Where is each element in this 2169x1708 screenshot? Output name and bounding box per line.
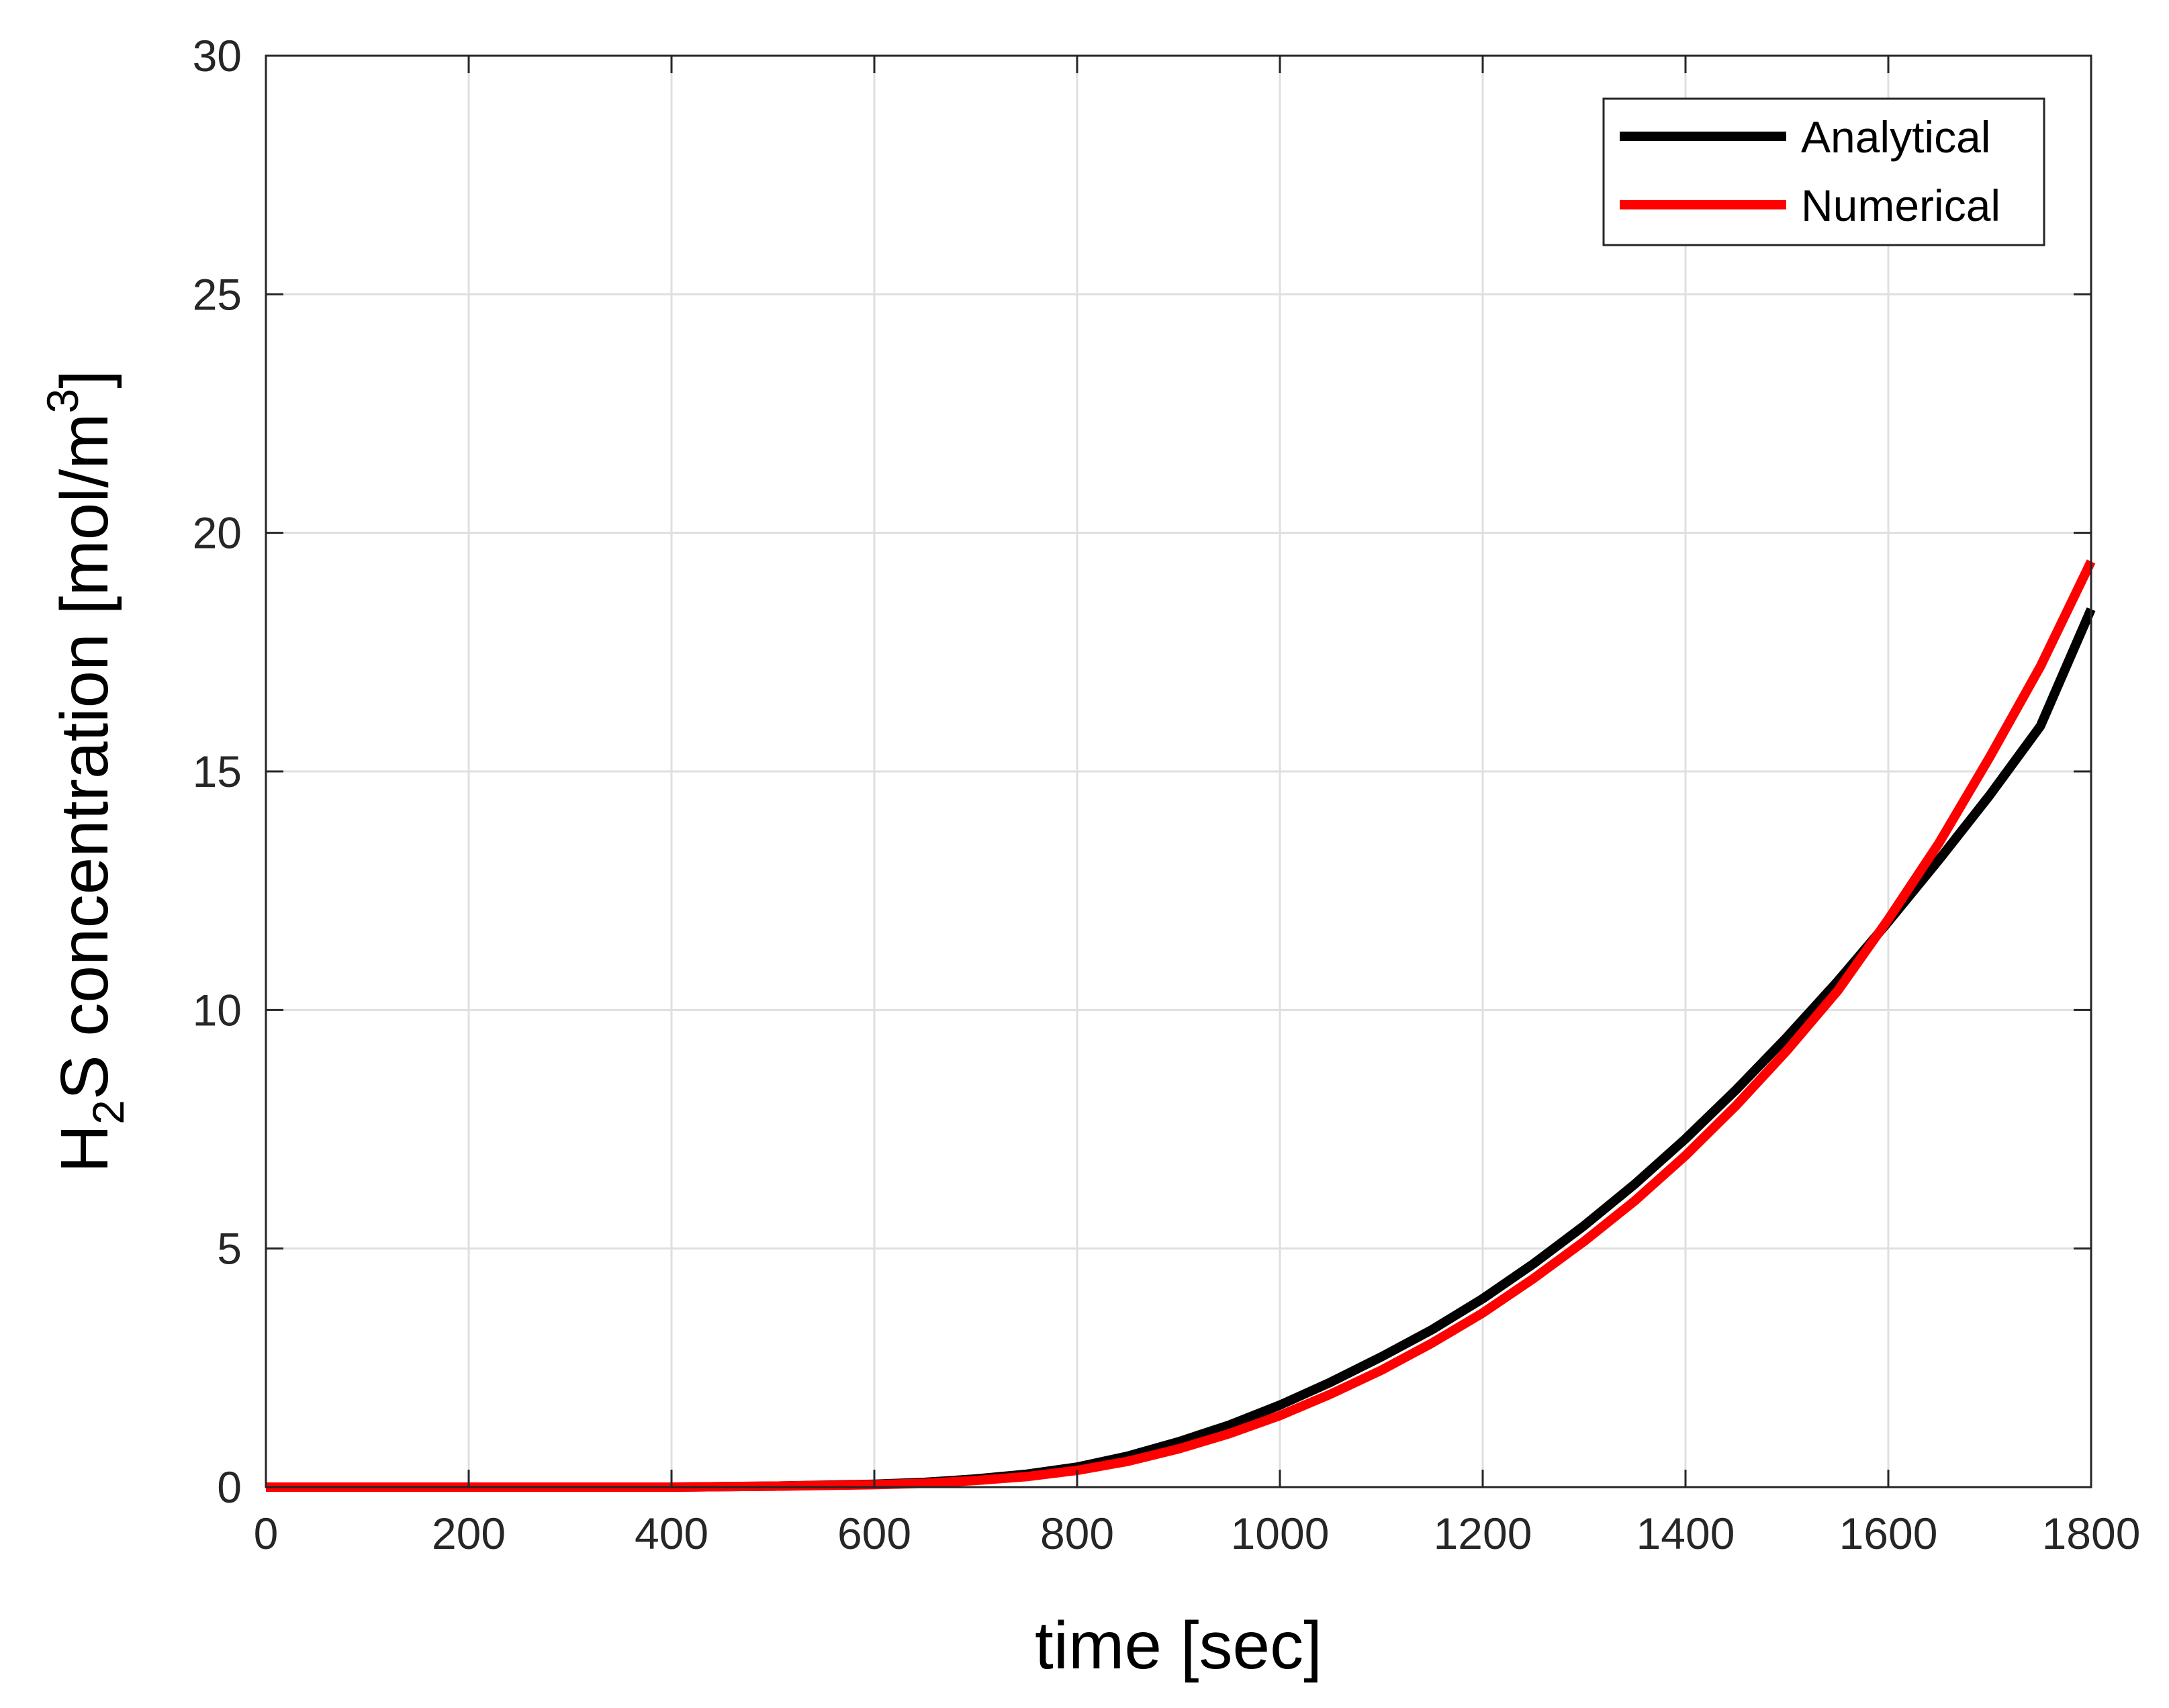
y-tick-label: 25 — [193, 269, 242, 319]
x-axis-label: time [sec] — [1035, 1608, 1322, 1683]
legend: Analytical Numerical — [1602, 97, 2045, 246]
x-tick-label: 1000 — [1231, 1509, 1330, 1558]
y-tick-label: 15 — [193, 747, 242, 796]
y-tick-labels: 0 5 10 15 20 25 30 — [193, 31, 242, 1512]
y-tick-label: 5 — [217, 1224, 242, 1274]
y-axis-label: H2S concentration [mol/m3] — [38, 370, 133, 1173]
y-axis-label-middle: S concentration [mol/m — [47, 413, 122, 1100]
y-tick-label: 30 — [193, 31, 242, 81]
x-tick-label: 200 — [432, 1509, 506, 1558]
y-axis-label-subscript: 2 — [83, 1100, 133, 1125]
legend-label-analytical: Analytical — [1801, 112, 1990, 162]
y-tick-label: 10 — [193, 985, 242, 1035]
x-tick-label: 600 — [837, 1509, 911, 1558]
x-tick-label: 1600 — [1839, 1509, 1938, 1558]
y-axis-label-superscript: 3 — [38, 389, 87, 414]
y-tick-label: 0 — [217, 1462, 242, 1512]
x-tick-labels: 0 200 400 600 800 1000 1200 1400 1600 1800 — [254, 1509, 2141, 1558]
x-tick-label: 1400 — [1636, 1509, 1735, 1558]
x-tick-label: 0 — [254, 1509, 279, 1558]
x-tick-label: 1800 — [2042, 1509, 2141, 1558]
legend-box — [1602, 97, 2045, 246]
x-tick-label: 400 — [635, 1509, 708, 1558]
legend-label-numerical: Numerical — [1801, 181, 2000, 230]
x-tick-label: 1200 — [1434, 1509, 1532, 1558]
y-axis-label-prefix: H — [47, 1125, 122, 1173]
ticks — [265, 54, 2092, 1488]
y-tick-label: 20 — [193, 508, 242, 558]
x-tick-label: 800 — [1040, 1509, 1114, 1558]
y-axis-label-suffix: ] — [47, 370, 122, 389]
